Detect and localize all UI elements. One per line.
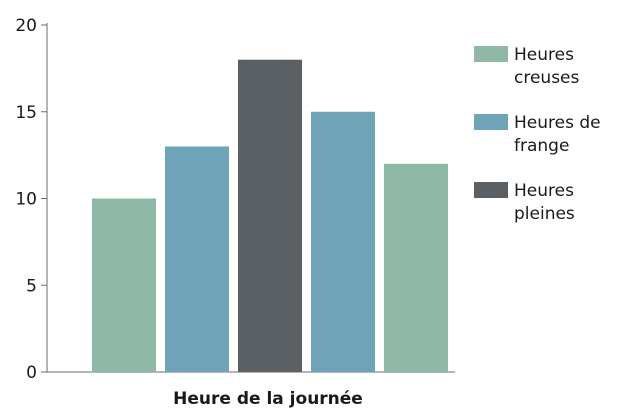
legend-swatch xyxy=(474,182,508,198)
legend-label: Heures xyxy=(514,181,574,201)
bars xyxy=(92,59,448,372)
legend-label: Heures xyxy=(514,45,574,65)
legend-swatch xyxy=(474,114,508,130)
legend-label: frange xyxy=(514,136,569,156)
legend-item: Heures pleines xyxy=(474,181,575,224)
y-tick-label: 20 xyxy=(15,16,37,36)
legend-label: pleines xyxy=(514,204,575,224)
y-tick-label: 15 xyxy=(15,103,37,123)
y-tick-label: 0 xyxy=(26,363,37,383)
bar xyxy=(311,111,375,372)
legend-item: Heures creuses xyxy=(474,45,580,88)
legend-swatch xyxy=(474,46,508,62)
legend-item: Heures de frange xyxy=(474,113,601,156)
legend-label: Heures de xyxy=(514,113,601,133)
bar xyxy=(165,146,229,372)
x-axis-label: Heure de la journée xyxy=(173,389,363,409)
legend: Heures creuses Heures de frange Heures pleine… xyxy=(474,45,601,224)
bar xyxy=(384,163,448,372)
y-tick-label: 5 xyxy=(26,276,37,296)
y-tick-label: 10 xyxy=(15,190,37,210)
legend-label: creuses xyxy=(514,68,580,88)
bar xyxy=(92,198,156,372)
bar xyxy=(238,59,302,372)
